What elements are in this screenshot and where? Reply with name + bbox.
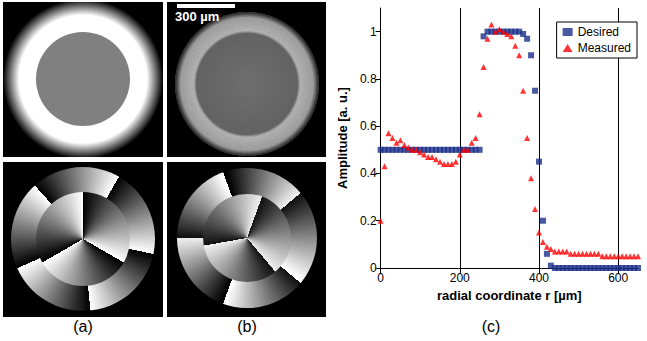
svg-text:400: 400: [529, 271, 549, 285]
html-text:(c): (c): [481, 318, 501, 335]
svg-text:200: 200: [450, 271, 470, 285]
svg-text:radial coordinate r [µm]: radial coordinate r [µm]: [437, 288, 582, 303]
svg-text:1: 1: [370, 25, 377, 39]
svg-text:0: 0: [370, 261, 377, 275]
svg-text:0.6: 0.6: [360, 119, 377, 133]
svg-text:Desired: Desired: [578, 25, 619, 39]
html-text:(b): (b): [237, 318, 257, 335]
svg-text:0.2: 0.2: [360, 214, 377, 228]
svg-text:300 µm: 300 µm: [175, 9, 219, 24]
svg-text:0.4: 0.4: [360, 166, 377, 180]
svg-text:0: 0: [377, 271, 384, 285]
svg-text:Amplitude [a. u.]: Amplitude [a. u.]: [335, 87, 350, 189]
svg-text:0.8: 0.8: [360, 72, 377, 86]
html-text:(a): (a): [73, 318, 93, 335]
svg-text:600: 600: [608, 271, 628, 285]
svg-text:Measured: Measured: [578, 41, 631, 55]
